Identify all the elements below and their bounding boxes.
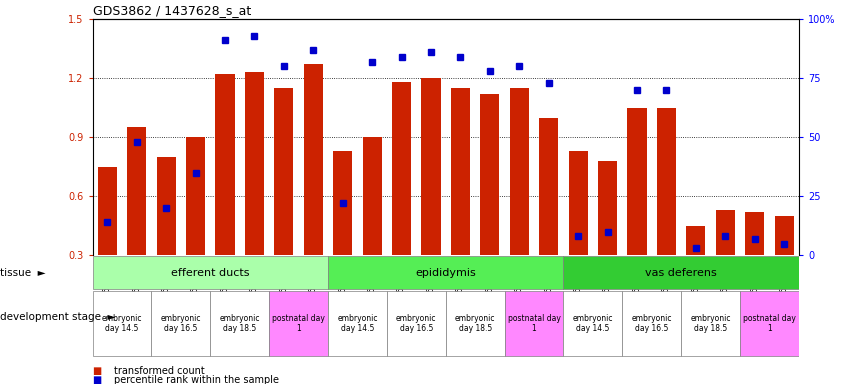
Bar [156, 157, 176, 255]
Bar [505, 291, 563, 356]
Text: embryonic
day 16.5: embryonic day 16.5 [396, 314, 436, 333]
Bar [745, 212, 764, 255]
Text: embryonic
day 16.5: embryonic day 16.5 [632, 314, 672, 333]
Bar [328, 256, 563, 289]
Text: percentile rank within the sample: percentile rank within the sample [114, 375, 278, 384]
Bar [98, 167, 117, 255]
Text: tissue  ►: tissue ► [0, 268, 45, 278]
Bar [563, 291, 622, 356]
Bar [563, 256, 799, 289]
Bar [598, 161, 617, 255]
Bar [740, 291, 799, 356]
Text: epididymis: epididymis [415, 268, 476, 278]
Bar [480, 94, 500, 255]
Text: embryonic
day 18.5: embryonic day 18.5 [455, 314, 495, 333]
Bar [93, 291, 151, 356]
Bar [392, 82, 411, 255]
Bar [622, 291, 681, 356]
Bar [451, 88, 470, 255]
Bar [421, 78, 441, 255]
Bar [215, 74, 235, 255]
Bar [186, 137, 205, 255]
Text: embryonic
day 14.5: embryonic day 14.5 [573, 314, 613, 333]
Text: postnatal day
1: postnatal day 1 [508, 314, 560, 333]
Bar [716, 210, 735, 255]
Bar [274, 88, 294, 255]
Text: embryonic
day 18.5: embryonic day 18.5 [220, 314, 260, 333]
Text: postnatal day
1: postnatal day 1 [743, 314, 796, 333]
Bar [333, 151, 352, 255]
Bar [245, 72, 264, 255]
Bar [775, 216, 794, 255]
Bar [304, 65, 323, 255]
Text: embryonic
day 14.5: embryonic day 14.5 [102, 314, 142, 333]
Text: ■: ■ [93, 366, 102, 376]
Bar [210, 291, 269, 356]
Bar [446, 291, 505, 356]
Bar [569, 151, 588, 255]
Text: efferent ducts: efferent ducts [171, 268, 250, 278]
Bar [151, 291, 210, 356]
Bar [328, 291, 387, 356]
Bar [127, 127, 146, 255]
Text: transformed count: transformed count [114, 366, 204, 376]
Text: embryonic
day 14.5: embryonic day 14.5 [337, 314, 378, 333]
Bar [627, 108, 647, 255]
Bar [93, 256, 328, 289]
Bar [686, 226, 706, 255]
Bar [657, 108, 676, 255]
Bar [539, 118, 558, 255]
Text: vas deferens: vas deferens [645, 268, 717, 278]
Text: embryonic
day 18.5: embryonic day 18.5 [690, 314, 731, 333]
Text: development stage  ►: development stage ► [0, 312, 115, 322]
Text: GDS3862 / 1437628_s_at: GDS3862 / 1437628_s_at [93, 3, 251, 17]
Text: ■: ■ [93, 375, 102, 384]
Text: embryonic
day 16.5: embryonic day 16.5 [161, 314, 201, 333]
Bar [269, 291, 328, 356]
Bar [510, 88, 529, 255]
Bar [387, 291, 446, 356]
Text: postnatal day
1: postnatal day 1 [272, 314, 325, 333]
Bar [362, 137, 382, 255]
Bar [681, 291, 740, 356]
